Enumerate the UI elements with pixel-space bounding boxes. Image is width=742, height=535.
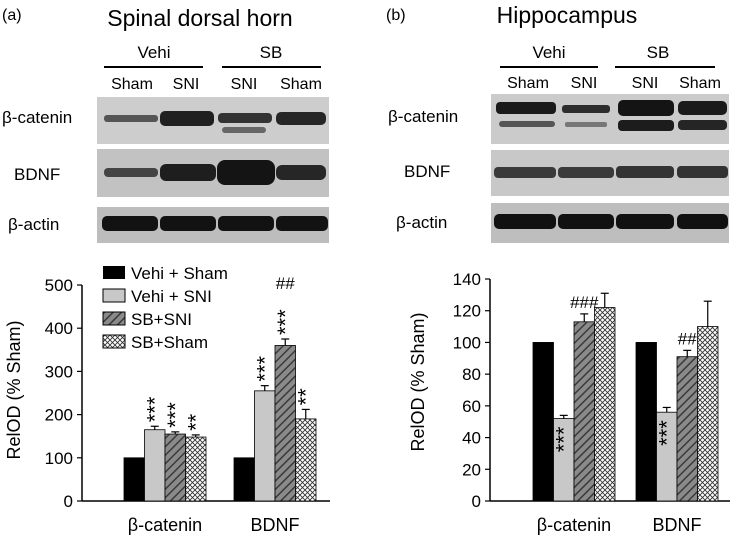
panel-a-title: Spinal dorsal horn [107, 5, 292, 31]
x-category-label: BDNF [251, 515, 300, 535]
panel-b-letter: (b) [386, 7, 406, 24]
bar [123, 457, 145, 502]
panel-b: (b) Hippocampus Vehi SB Sham SNI SNI Sha… [386, 2, 730, 535]
x-category-label: BDNF [653, 515, 702, 535]
y-tick-label: 400 [45, 319, 73, 338]
significance-stars: *** [163, 402, 188, 428]
significance-hash: ### [570, 293, 599, 312]
panel-a: (a) Spinal dorsal horn Vehi SB Sham SNI … [2, 5, 330, 535]
panel-b-lane-1: Sham [507, 75, 549, 92]
panel-a-blot-label-bactin: β-actin [8, 215, 59, 234]
bar [635, 342, 657, 502]
panel-a-blot-label-bcatenin: β-catenin [2, 108, 72, 127]
bar [676, 356, 698, 502]
bar [295, 418, 317, 502]
bar [185, 436, 207, 502]
y-tick-label: 60 [462, 397, 481, 416]
y-tick-label: 200 [45, 406, 73, 425]
significance-hash: ## [678, 329, 697, 348]
significance-stars: *** [551, 426, 576, 452]
panel-b-blot-label-bdnf: BDNF [404, 162, 450, 181]
panel-a-blot-bdnf [97, 149, 329, 197]
x-category-label: β-catenin [128, 515, 202, 535]
y-tick-label: 0 [64, 492, 73, 511]
panel-b-blot-bcatenin [491, 94, 729, 144]
y-tick-label: 140 [453, 270, 481, 289]
panel-b-blot-bdnf [491, 150, 729, 196]
panel-b-group-vehi: Vehi [532, 43, 565, 62]
panel-a-blot-bactin [97, 207, 329, 243]
panel-a-lane-3: SNI [231, 76, 258, 93]
panel-a-group-sb: SB [260, 43, 283, 62]
panel-b-bar-chart: 020406080100120140***β-catenin***BDNF###… [453, 270, 730, 535]
panel-a-letter: (a) [2, 7, 22, 24]
panel-b-lane-4: Sham [679, 75, 721, 92]
y-tick-label: 0 [472, 492, 481, 511]
significance-stars: *** [252, 356, 277, 382]
bar [254, 390, 276, 502]
panel-a-ylabel: RelOD (% Sham) [4, 320, 24, 459]
panel-b-title: Hippocampus [497, 2, 638, 28]
panel-b-group-sb: SB [647, 43, 670, 62]
y-tick-label: 500 [45, 276, 73, 295]
significance-stars: *** [142, 396, 167, 422]
significance-hash: ## [276, 274, 295, 293]
y-tick-label: 120 [453, 302, 481, 321]
panel-b-lane-3: SNI [632, 75, 659, 92]
panel-a-blot-bcatenin [97, 97, 329, 144]
bar [164, 433, 186, 502]
legend-label-vehi-sham: Vehi + Sham [131, 264, 228, 283]
bar [532, 342, 554, 502]
panel-a-legend: Vehi + Sham Vehi + SNI SB+SNI SB+Sham [102, 264, 228, 352]
panel-a-lane-1: Sham [111, 76, 153, 93]
panel-a-group-vehi: Vehi [137, 43, 170, 62]
panel-a-bar-chart: 0100200300400500********β-catenin*******… [45, 274, 330, 535]
legend-label-sb-sni: SB+SNI [131, 310, 192, 329]
y-tick-label: 100 [45, 449, 73, 468]
panel-b-blot-label-bactin: β-actin [396, 213, 447, 232]
y-tick-label: 40 [462, 429, 481, 448]
y-tick-label: 300 [45, 362, 73, 381]
panel-b-blot-bactin [491, 203, 729, 243]
panel-b-ylabel: RelOD (% Sham) [408, 312, 428, 451]
bar [594, 307, 616, 502]
legend-swatch-vehi-sham [103, 266, 125, 279]
panel-b-lane-2: SNI [571, 75, 598, 92]
bar [573, 321, 595, 502]
bar [274, 345, 296, 502]
y-tick-label: 100 [453, 333, 481, 352]
bar [233, 457, 255, 502]
y-tick-label: 20 [462, 460, 481, 479]
legend-swatch-sb-sham [102, 334, 126, 349]
legend-swatch-sb-sni [102, 311, 126, 326]
bar [144, 429, 166, 502]
significance-stars: ** [293, 388, 318, 406]
legend-swatch-vehi-sni [102, 288, 126, 303]
panel-a-blot-label-bdnf: BDNF [14, 165, 60, 184]
panel-a-lane-4: Sham [280, 76, 322, 93]
significance-stars: ** [183, 413, 208, 431]
panel-a-lane-2: SNI [173, 76, 200, 93]
legend-label-vehi-sni: Vehi + SNI [131, 287, 212, 306]
x-category-label: β-catenin [537, 515, 611, 535]
legend-label-sb-sham: SB+Sham [131, 333, 208, 352]
significance-stars: *** [654, 420, 679, 446]
y-tick-label: 80 [462, 365, 481, 384]
panel-b-blot-label-bcatenin: β-catenin [388, 107, 458, 126]
bar [697, 326, 719, 502]
significance-stars: *** [273, 309, 298, 335]
